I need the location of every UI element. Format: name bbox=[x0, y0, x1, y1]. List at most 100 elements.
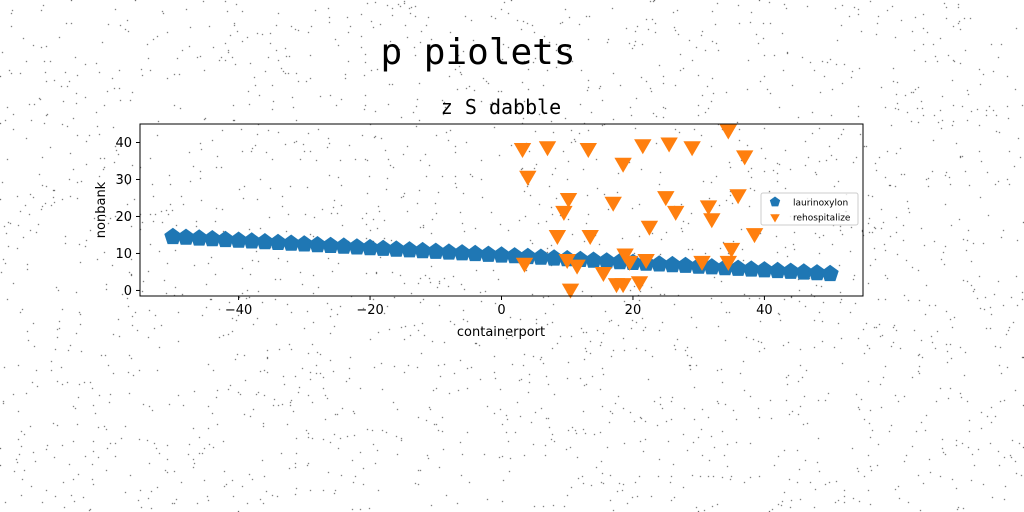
data-point bbox=[190, 229, 208, 246]
data-point bbox=[677, 256, 695, 273]
series-rehospitalize bbox=[513, 124, 764, 299]
data-point bbox=[256, 233, 274, 250]
data-point bbox=[230, 231, 248, 248]
data-point bbox=[769, 261, 787, 279]
legend-marker bbox=[769, 196, 781, 207]
data-point bbox=[203, 230, 221, 247]
data-point bbox=[308, 236, 326, 253]
x-axis-label: containerport bbox=[457, 325, 545, 340]
x-tick-label: 0 bbox=[497, 303, 505, 318]
series-laurinoxylon bbox=[164, 227, 839, 282]
data-point bbox=[585, 251, 603, 268]
data-point bbox=[693, 255, 711, 271]
data-point bbox=[657, 191, 675, 207]
data-point bbox=[479, 245, 497, 262]
data-point bbox=[640, 220, 659, 236]
y-tick-label: 10 bbox=[115, 247, 132, 262]
data-point bbox=[548, 230, 567, 245]
data-point bbox=[621, 255, 639, 271]
data-point bbox=[538, 141, 557, 157]
x-tick-label: 20 bbox=[625, 303, 642, 318]
data-point bbox=[322, 236, 340, 253]
data-point bbox=[703, 258, 721, 275]
data-point bbox=[466, 244, 484, 262]
x-tick-label: −20 bbox=[356, 303, 383, 318]
data-point bbox=[719, 124, 737, 140]
y-axis-label: nonbank bbox=[94, 181, 109, 238]
data-point bbox=[282, 234, 300, 251]
data-point bbox=[387, 240, 405, 257]
data-point bbox=[400, 241, 418, 258]
figure-title: p piolets bbox=[380, 32, 576, 73]
data-point bbox=[295, 235, 313, 252]
data-point bbox=[440, 243, 458, 260]
y-tick-label: 30 bbox=[115, 173, 132, 188]
data-point bbox=[414, 241, 432, 259]
data-point bbox=[335, 237, 353, 254]
data-point bbox=[729, 259, 747, 276]
data-point bbox=[581, 230, 599, 245]
data-point bbox=[555, 205, 573, 221]
data-point bbox=[634, 139, 652, 155]
legend-label: rehospitalize bbox=[793, 214, 851, 224]
data-point bbox=[699, 200, 718, 216]
data-point bbox=[719, 255, 737, 271]
data-point bbox=[492, 246, 511, 263]
data-point bbox=[614, 157, 632, 173]
legend: laurinoxylon rehospitalize bbox=[760, 192, 859, 226]
data-point bbox=[374, 239, 392, 256]
data-point bbox=[729, 189, 747, 205]
legend-box bbox=[760, 192, 859, 226]
data-point bbox=[683, 141, 701, 157]
data-point bbox=[703, 213, 721, 229]
plot-frame bbox=[139, 123, 864, 297]
data-point bbox=[164, 227, 182, 245]
data-point bbox=[821, 264, 839, 282]
legend-marker bbox=[770, 214, 780, 223]
data-point bbox=[559, 193, 578, 208]
data-point bbox=[598, 252, 616, 269]
data-point bbox=[361, 238, 379, 256]
x-tick-label: 40 bbox=[756, 303, 773, 318]
data-point bbox=[742, 260, 760, 277]
data-point bbox=[660, 137, 678, 153]
data-point bbox=[243, 232, 261, 249]
y-tick-label: 40 bbox=[115, 136, 132, 151]
data-point bbox=[269, 233, 287, 250]
data-point bbox=[667, 205, 685, 221]
data-point bbox=[579, 143, 597, 158]
data-point bbox=[177, 228, 195, 245]
chart-title: z S dabble bbox=[441, 95, 561, 119]
y-tick-label: 0 bbox=[124, 284, 132, 299]
data-point bbox=[604, 196, 622, 212]
data-point bbox=[755, 261, 773, 278]
data-point bbox=[545, 249, 563, 266]
data-point bbox=[568, 259, 586, 275]
data-point bbox=[795, 263, 813, 280]
legend-label: laurinoxylon bbox=[793, 199, 848, 209]
data-point bbox=[650, 255, 668, 272]
x-tick-label: −40 bbox=[225, 303, 252, 318]
data-point bbox=[722, 242, 741, 258]
data-point bbox=[808, 264, 826, 281]
data-point bbox=[594, 267, 613, 282]
data-point bbox=[630, 276, 649, 292]
data-point bbox=[558, 254, 576, 269]
data-point bbox=[519, 170, 537, 186]
data-point bbox=[532, 248, 550, 265]
data-point bbox=[637, 254, 655, 269]
data-point bbox=[745, 228, 764, 244]
data-point bbox=[515, 257, 534, 273]
data-point bbox=[427, 242, 445, 259]
data-point bbox=[513, 143, 532, 158]
data-point bbox=[663, 255, 681, 273]
data-point bbox=[782, 262, 800, 279]
data-point bbox=[453, 244, 471, 261]
data-point bbox=[216, 230, 234, 248]
data-point bbox=[736, 150, 754, 166]
data-point bbox=[614, 278, 632, 294]
y-tick-label: 20 bbox=[115, 210, 132, 225]
data-point bbox=[561, 283, 580, 299]
data-point bbox=[348, 238, 366, 255]
